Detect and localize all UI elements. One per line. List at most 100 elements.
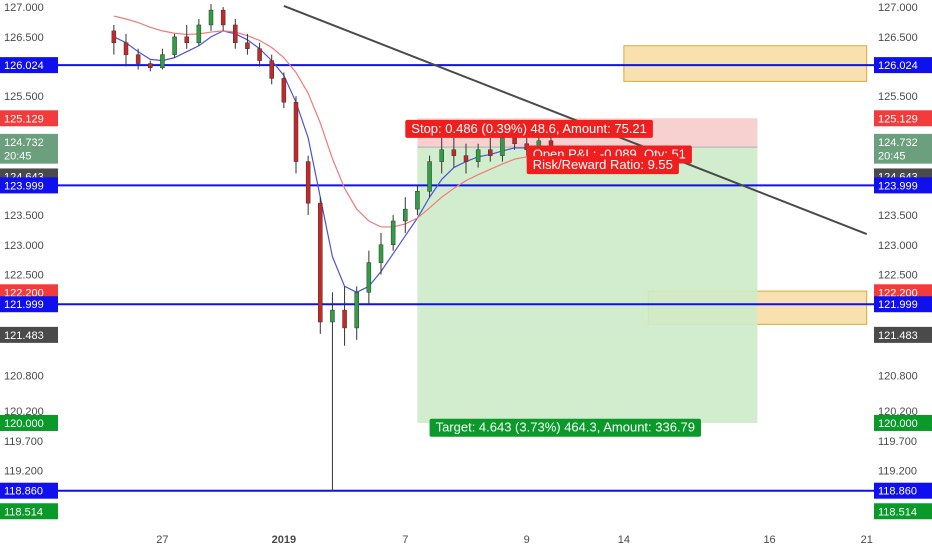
candle-body xyxy=(281,78,287,103)
price-badge: 121.999 xyxy=(874,296,932,313)
price-badge: 123.999 xyxy=(874,177,932,194)
callout-box xyxy=(526,156,679,175)
candle-body xyxy=(257,48,262,61)
y-tick-label: 125.500 xyxy=(4,91,44,103)
x-tick-label: 21 xyxy=(861,534,873,546)
y-tick-label: 126.500 xyxy=(878,32,918,44)
candle xyxy=(184,24,189,49)
candle-body xyxy=(403,208,408,222)
price-badge-label: 20:45 xyxy=(878,151,906,163)
callout-box xyxy=(405,119,653,138)
horizontal-lines-layer xyxy=(58,64,874,492)
price-badge-label: 118.514 xyxy=(4,506,43,518)
candle xyxy=(330,292,335,491)
y-tick-label: 123.000 xyxy=(4,240,44,252)
price-badge-label: 121.999 xyxy=(878,299,918,311)
price-badge-label: 125.129 xyxy=(4,113,44,125)
candle-body xyxy=(111,30,117,44)
y-tick-label: 119.700 xyxy=(4,436,43,448)
candle-body xyxy=(184,36,189,44)
candle-body xyxy=(208,9,214,26)
candle-body xyxy=(451,149,457,156)
candle xyxy=(172,33,177,58)
candle-body xyxy=(366,262,372,293)
callout-text: Stop: 0.486 (0.39%) 48.6, Amount: 75.21 xyxy=(411,121,647,136)
candle-body xyxy=(245,42,250,49)
candle-body xyxy=(427,161,432,192)
price-badge: 121.483 xyxy=(0,326,58,343)
y-tick-label: 122.500 xyxy=(878,269,918,281)
price-badge-label: 126.024 xyxy=(878,60,918,72)
price-badge-label: 121.483 xyxy=(4,330,44,342)
candle xyxy=(160,48,165,70)
price-badge: 123.999 xyxy=(0,177,58,194)
candle-body xyxy=(463,155,469,162)
candle-body xyxy=(475,149,481,162)
candle xyxy=(318,197,323,334)
y-tick-label: 120.800 xyxy=(4,370,44,382)
price-badge: 124.732 xyxy=(874,133,932,150)
price-badge-label: 121.483 xyxy=(878,330,918,342)
price-badge-box xyxy=(874,110,932,127)
price-badge-box xyxy=(0,57,58,74)
candle-body xyxy=(378,244,384,263)
x-tick-label: 9 xyxy=(524,534,530,546)
candle xyxy=(281,72,287,109)
candle-body xyxy=(172,36,177,55)
price-badge-label: 123.999 xyxy=(878,180,918,192)
price-badge-label: 118.514 xyxy=(878,506,917,518)
y-tick-label: 123.000 xyxy=(878,240,918,252)
price-badge: 20:45 xyxy=(874,147,932,164)
candle xyxy=(451,137,457,168)
candle xyxy=(305,155,311,216)
price-badge-box xyxy=(874,133,932,150)
candle xyxy=(135,48,141,70)
price-badge-label: 123.999 xyxy=(4,180,44,192)
y-tick-label: 126.500 xyxy=(4,32,44,44)
price-badge-box xyxy=(874,147,932,164)
price-badge: 121.483 xyxy=(874,326,932,343)
candle xyxy=(196,19,202,46)
price-badge: 124.732 xyxy=(0,133,58,150)
candle xyxy=(293,96,299,174)
candle xyxy=(378,232,384,275)
price-badge-box xyxy=(874,177,932,194)
price-badge-box xyxy=(0,296,58,313)
price-badge-box xyxy=(874,326,932,343)
candle xyxy=(233,19,238,49)
candle-body xyxy=(439,149,444,162)
y-tick-label: 119.200 xyxy=(4,466,43,478)
candle-body xyxy=(500,137,505,156)
price-badge-box xyxy=(0,503,58,520)
y-tick-label: 122.500 xyxy=(4,269,44,281)
price-badge-label: 124.732 xyxy=(4,137,44,149)
price-badge-box xyxy=(874,57,932,74)
candle-body xyxy=(233,24,238,44)
candle xyxy=(257,42,262,67)
candle xyxy=(342,286,347,346)
price-badge-box xyxy=(0,133,58,150)
price-badge-label: 118.860 xyxy=(4,486,43,498)
price-badge-label: 20:45 xyxy=(4,151,32,163)
price-badge-label: 124.732 xyxy=(878,137,918,149)
candle-body xyxy=(135,54,141,64)
price-badge-box xyxy=(0,110,58,127)
price-badge: 20:45 xyxy=(0,147,58,164)
candle-body xyxy=(293,101,299,162)
callout: Stop: 0.486 (0.39%) 48.6, Amount: 75.21 xyxy=(405,119,653,138)
x-tick-label: 16 xyxy=(763,534,775,546)
x-tick-label: 27 xyxy=(156,534,168,546)
price-badge-label: 121.999 xyxy=(4,299,44,311)
price-badge: 118.860 xyxy=(0,482,58,499)
price-badge: 125.129 xyxy=(874,110,932,127)
price-badge-box xyxy=(874,503,932,520)
y-tick-label: 119.700 xyxy=(878,436,917,448)
callout-text: Target: 4.643 (3.73%) 464.3, Amount: 336… xyxy=(436,420,695,435)
candle-body xyxy=(220,9,226,26)
candle-body xyxy=(512,137,517,145)
price-badge-label: 120.000 xyxy=(878,418,918,430)
x-tick-label: 14 xyxy=(618,534,630,546)
axes-layer: 127.000 127.000 126.500 126.500 125.500 125.5… xyxy=(4,2,918,546)
target-zone xyxy=(417,147,758,423)
